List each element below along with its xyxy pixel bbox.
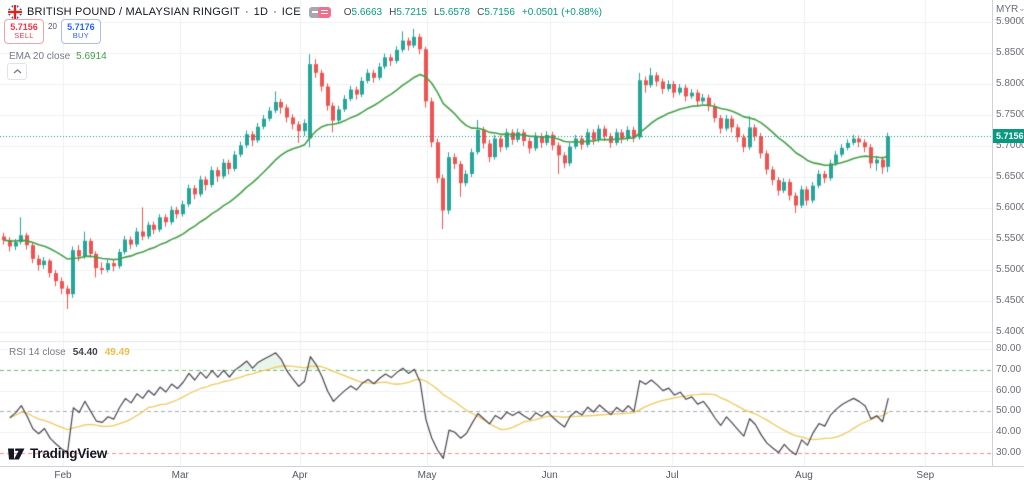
- rsi-legend[interactable]: RSI 14 close 54.40 49.49: [9, 347, 130, 358]
- price-tick-label: 5.5000: [996, 264, 1024, 275]
- buy-label: BUY: [72, 31, 90, 41]
- month-tick-label: May: [417, 470, 437, 481]
- ohlc-row: O5.6663 H5.7215 L5.6578 C5.7156 +0.0501 …: [344, 7, 602, 18]
- tradingview-logo-icon: [8, 448, 25, 459]
- price-tick-label: 5.9000: [996, 16, 1024, 27]
- sell-price: 5.7156: [10, 22, 38, 33]
- close-value: 5.7156: [484, 6, 515, 18]
- market-status-badges: [308, 6, 331, 18]
- buy-price: 5.7176: [67, 22, 95, 33]
- exchange-label[interactable]: ICE: [281, 6, 301, 18]
- rsi-legend-label: RSI 14 close: [9, 347, 66, 358]
- price-tick-label: 5.4000: [996, 326, 1024, 337]
- time-axis[interactable]: Feb Mar Apr May Jun Jul Aug Sep: [0, 466, 1024, 484]
- month-tick-label: Apr: [292, 470, 308, 481]
- price-tick-label: 5.5500: [996, 233, 1024, 244]
- ema-legend-value: 5.6914: [76, 51, 107, 62]
- currency-label: MYR: [996, 4, 1019, 15]
- buy-button[interactable]: 5.7176 BUY: [60, 19, 101, 44]
- price-tick-label: 5.8500: [996, 47, 1024, 58]
- rsi-tick-label: 50.00: [996, 405, 1022, 417]
- month-tick-label: Sep: [916, 470, 935, 481]
- rsi-legend-value: 54.40: [72, 347, 98, 358]
- separator-dot: ·: [244, 6, 249, 18]
- symbol-title[interactable]: BRITISH POUND / MALAYSIAN RINGGIT: [27, 6, 240, 18]
- delayed-data-icon[interactable]: [317, 6, 331, 18]
- low-value: 5.6578: [439, 6, 471, 18]
- month-tick-label: Mar: [171, 470, 189, 481]
- ema-legend[interactable]: EMA 20 close 5.6914: [9, 51, 107, 62]
- rsi-tick-label: 70.00: [996, 363, 1022, 375]
- collapse-pane-button[interactable]: [7, 63, 27, 80]
- chart-plot-area[interactable]: [0, 0, 992, 466]
- current-price-label: 5.7156: [993, 129, 1024, 144]
- month-tick-label: Aug: [795, 470, 813, 481]
- month-tick-label: Jun: [541, 470, 558, 481]
- gbp-flag-icon: [8, 5, 22, 19]
- price-tick-label: 5.7500: [996, 109, 1024, 120]
- market-closed-icon[interactable]: [308, 6, 322, 18]
- chart-header: BRITISH POUND / MALAYSIAN RINGGIT · 1D ·…: [8, 5, 602, 19]
- spread-value: 20: [48, 22, 57, 31]
- tradingview-logo-text: TradingView: [30, 446, 108, 461]
- rsi-tick-label: 40.00: [996, 426, 1022, 438]
- open-label: O: [343, 6, 352, 18]
- trade-panel: 5.7156 SELL 20 5.7176 BUY: [4, 19, 101, 44]
- rsi-tick-label: 80.00: [996, 343, 1022, 354]
- high-label: H: [389, 6, 397, 18]
- interval-label[interactable]: 1D: [253, 6, 269, 18]
- separator-dot: ·: [273, 6, 277, 18]
- rsi-tick-label: 60.00: [996, 384, 1022, 396]
- month-tick-label: Feb: [54, 470, 72, 481]
- currency-dropdown[interactable]: MYR: [993, 0, 1024, 20]
- price-tick-label: 5.6500: [996, 171, 1024, 182]
- ema-legend-label: EMA 20 close: [9, 51, 71, 62]
- change-value: +0.0501 (+0.88%): [521, 6, 602, 18]
- price-tick-label: 5.4500: [996, 295, 1024, 306]
- sell-label: SELL: [14, 31, 34, 41]
- price-tick-label: 5.6000: [996, 202, 1024, 213]
- price-axis[interactable]: MYR 5.9000 5.8500 5.8000 5.7500 5.7000 5.6500…: [992, 0, 1024, 466]
- low-label: L: [433, 6, 440, 18]
- sell-button[interactable]: 5.7156 SELL: [4, 19, 44, 44]
- price-tick-label: 5.8000: [996, 78, 1024, 89]
- open-value: 5.6663: [351, 6, 383, 18]
- price-tick-label: 5.7000: [996, 140, 1024, 151]
- month-tick-label: Jul: [665, 470, 679, 481]
- caret-down-icon: [1020, 8, 1024, 11]
- rsi-ma-legend-value: 49.49: [104, 347, 130, 358]
- rsi-tick-label: 30.00: [996, 447, 1022, 458]
- tradingview-logo[interactable]: TradingView: [8, 446, 107, 461]
- high-value: 5.7215: [396, 6, 427, 18]
- close-label: C: [477, 6, 485, 18]
- chevron-up-icon: [13, 69, 21, 74]
